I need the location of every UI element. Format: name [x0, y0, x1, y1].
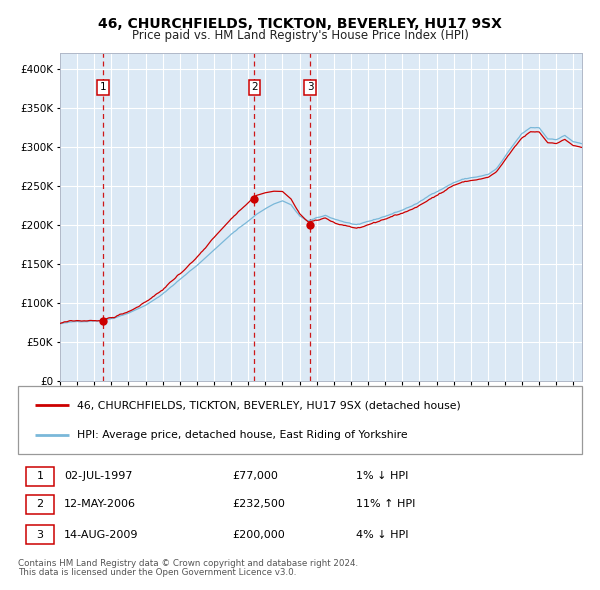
Text: HPI: Average price, detached house, East Riding of Yorkshire: HPI: Average price, detached house, East…	[77, 430, 408, 440]
Text: Price paid vs. HM Land Registry's House Price Index (HPI): Price paid vs. HM Land Registry's House …	[131, 30, 469, 42]
Text: £200,000: £200,000	[232, 530, 285, 540]
Text: 1% ↓ HPI: 1% ↓ HPI	[356, 471, 409, 481]
Text: £77,000: £77,000	[232, 471, 278, 481]
Text: 3: 3	[307, 83, 314, 93]
FancyBboxPatch shape	[26, 525, 53, 544]
Text: 14-AUG-2009: 14-AUG-2009	[64, 530, 139, 540]
Text: £232,500: £232,500	[232, 500, 285, 509]
FancyBboxPatch shape	[26, 495, 53, 514]
Text: 46, CHURCHFIELDS, TICKTON, BEVERLEY, HU17 9SX: 46, CHURCHFIELDS, TICKTON, BEVERLEY, HU1…	[98, 17, 502, 31]
Text: 11% ↑ HPI: 11% ↑ HPI	[356, 500, 416, 509]
Text: 1: 1	[100, 83, 106, 93]
Text: Contains HM Land Registry data © Crown copyright and database right 2024.: Contains HM Land Registry data © Crown c…	[18, 559, 358, 568]
Text: 3: 3	[37, 530, 43, 540]
Text: This data is licensed under the Open Government Licence v3.0.: This data is licensed under the Open Gov…	[18, 568, 296, 577]
Text: 2: 2	[37, 500, 44, 509]
Text: 46, CHURCHFIELDS, TICKTON, BEVERLEY, HU17 9SX (detached house): 46, CHURCHFIELDS, TICKTON, BEVERLEY, HU1…	[77, 401, 461, 411]
Text: 1: 1	[37, 471, 43, 481]
Text: 4% ↓ HPI: 4% ↓ HPI	[356, 530, 409, 540]
FancyBboxPatch shape	[18, 386, 582, 454]
Text: 12-MAY-2006: 12-MAY-2006	[64, 500, 136, 509]
Text: 2: 2	[251, 83, 258, 93]
FancyBboxPatch shape	[26, 467, 53, 486]
Text: 02-JUL-1997: 02-JUL-1997	[64, 471, 133, 481]
